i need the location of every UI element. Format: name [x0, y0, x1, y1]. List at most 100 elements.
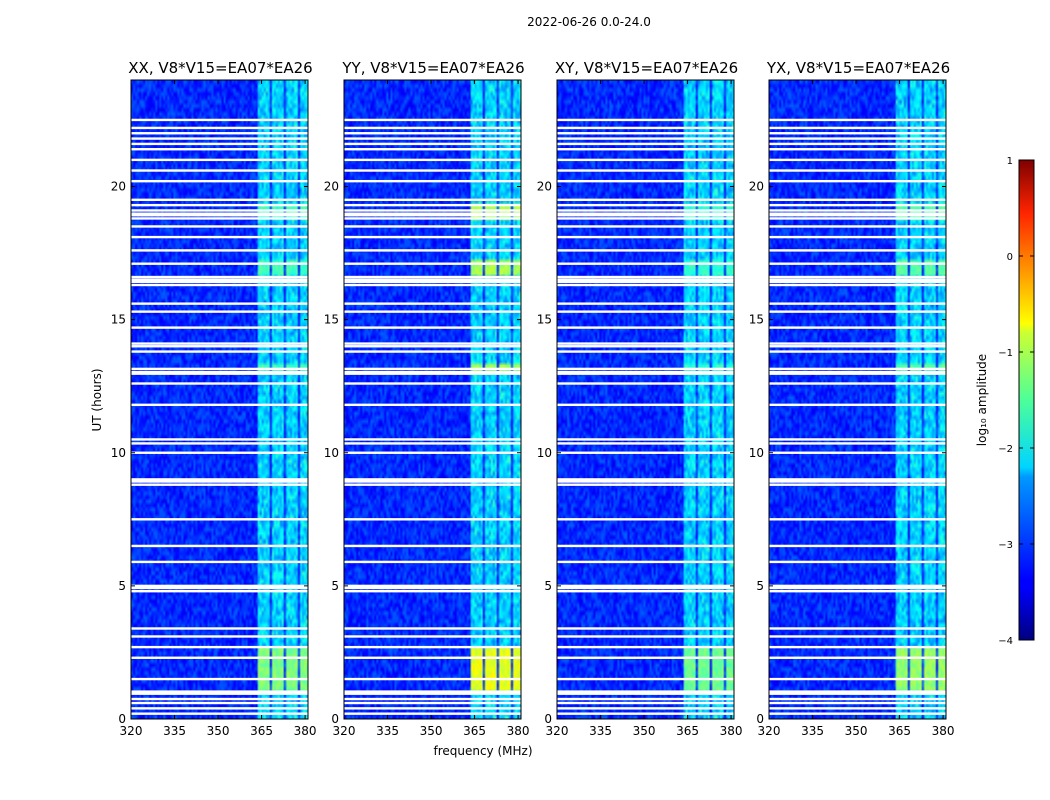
flagged-row [131, 132, 308, 135]
y-tick-label: 15 [749, 313, 764, 327]
flagged-row [131, 645, 308, 649]
flagged-row [557, 345, 734, 348]
x-tick-label: 335 [589, 724, 612, 738]
flagged-row [557, 158, 734, 162]
flagged-row [131, 438, 308, 441]
panels: XX, V8*V15=EA07*EA26 320 335 350 365 380 0 5 10 1… [111, 59, 955, 738]
flagged-band [344, 690, 521, 695]
flagged-row [344, 403, 521, 407]
flagged-row [344, 590, 521, 593]
flagged-row [344, 179, 521, 183]
flagged-row [769, 225, 946, 228]
flagged-row [557, 326, 734, 329]
flagged-row [344, 225, 521, 228]
x-tick-label: 365 [250, 724, 273, 738]
flagged-row [769, 645, 946, 649]
flagged-row [344, 137, 521, 140]
y-tick-label: 5 [118, 579, 126, 593]
flagged-band [769, 279, 946, 284]
flagged-row [769, 132, 946, 135]
flagged-row [344, 142, 521, 146]
flagged-row [131, 310, 308, 313]
flagged-row [344, 126, 521, 130]
flagged-row [344, 342, 521, 345]
flagged-row [769, 701, 946, 705]
flagged-row [131, 697, 308, 701]
x-tick-label: 350 [207, 724, 230, 738]
flagged-row [131, 345, 308, 348]
x-tick-label: 380 [507, 724, 530, 738]
flagged-row [769, 483, 946, 486]
flagged-row [131, 712, 308, 715]
flagged-row [344, 209, 521, 212]
flagged-row [344, 217, 521, 220]
flagged-row [131, 342, 308, 345]
y-tick-label: 20 [324, 180, 339, 194]
flagged-row [131, 137, 308, 140]
flagged-row [131, 142, 308, 146]
flagged-row [557, 544, 734, 548]
flagged-row [344, 442, 521, 445]
flagged-row [344, 544, 521, 548]
flagged-row [344, 483, 521, 486]
y-tick-label: 0 [118, 712, 126, 726]
flagged-band [131, 478, 308, 483]
flagged-row [131, 198, 308, 202]
flagged-row [344, 635, 521, 638]
flagged-row [131, 350, 308, 353]
x-tick-label: 320 [333, 724, 356, 738]
flagged-row [131, 483, 308, 486]
colorbar-tick-label: −1 [998, 348, 1013, 359]
flagged-row [557, 249, 734, 252]
x-tick-label: 365 [676, 724, 699, 738]
flagged-band [131, 690, 308, 695]
flagged-row [131, 590, 308, 593]
x-tick-label: 320 [546, 724, 569, 738]
panel-xy: XY, V8*V15=EA07*EA26 320 335 350 365 380 0 5 10 1… [537, 59, 743, 738]
y-tick-label: 10 [111, 446, 126, 460]
flagged-row [557, 203, 734, 207]
flagged-band [131, 585, 308, 590]
flagged-row [344, 302, 521, 305]
flagged-row [557, 590, 734, 593]
heatmap-raster [131, 80, 308, 719]
flagged-row [557, 262, 734, 265]
flagged-row [557, 707, 734, 710]
flagged-row [344, 275, 521, 279]
flagged-row [769, 350, 946, 353]
flagged-row [557, 382, 734, 385]
x-tick-label: 335 [163, 724, 186, 738]
flagged-row [769, 656, 946, 659]
flagged-row [344, 438, 521, 441]
flagged-row [344, 367, 521, 371]
flagged-row [769, 169, 946, 172]
flagged-row [769, 403, 946, 407]
y-tick-label: 15 [324, 313, 339, 327]
flagged-row [769, 126, 946, 130]
panel-title: XX, V8*V15=EA07*EA26 [128, 59, 312, 77]
flagged-row [344, 677, 521, 681]
flagged-row [769, 635, 946, 638]
flagged-row [557, 560, 734, 564]
flagged-row [769, 179, 946, 183]
flagged-row [344, 697, 521, 701]
flagged-row [131, 560, 308, 564]
flagged-row [131, 544, 308, 548]
x-tick-label: 380 [932, 724, 955, 738]
flagged-row [131, 118, 308, 122]
flagged-row [344, 132, 521, 135]
flagged-band [131, 370, 308, 375]
flagged-row [131, 275, 308, 279]
panel-xx: XX, V8*V15=EA07*EA26 320 335 350 365 380 0 5 10 1… [111, 59, 317, 738]
y-tick-label: 5 [331, 579, 339, 593]
flagged-band [557, 212, 734, 217]
flagged-band [557, 585, 734, 590]
axes-frame [556, 79, 735, 720]
flagged-row [769, 142, 946, 146]
flagged-row [344, 118, 521, 122]
flagged-row [131, 627, 308, 630]
axes-frame [768, 79, 947, 720]
flagged-row [557, 235, 734, 239]
flagged-row [131, 302, 308, 305]
y-tick-label: 10 [324, 446, 339, 460]
